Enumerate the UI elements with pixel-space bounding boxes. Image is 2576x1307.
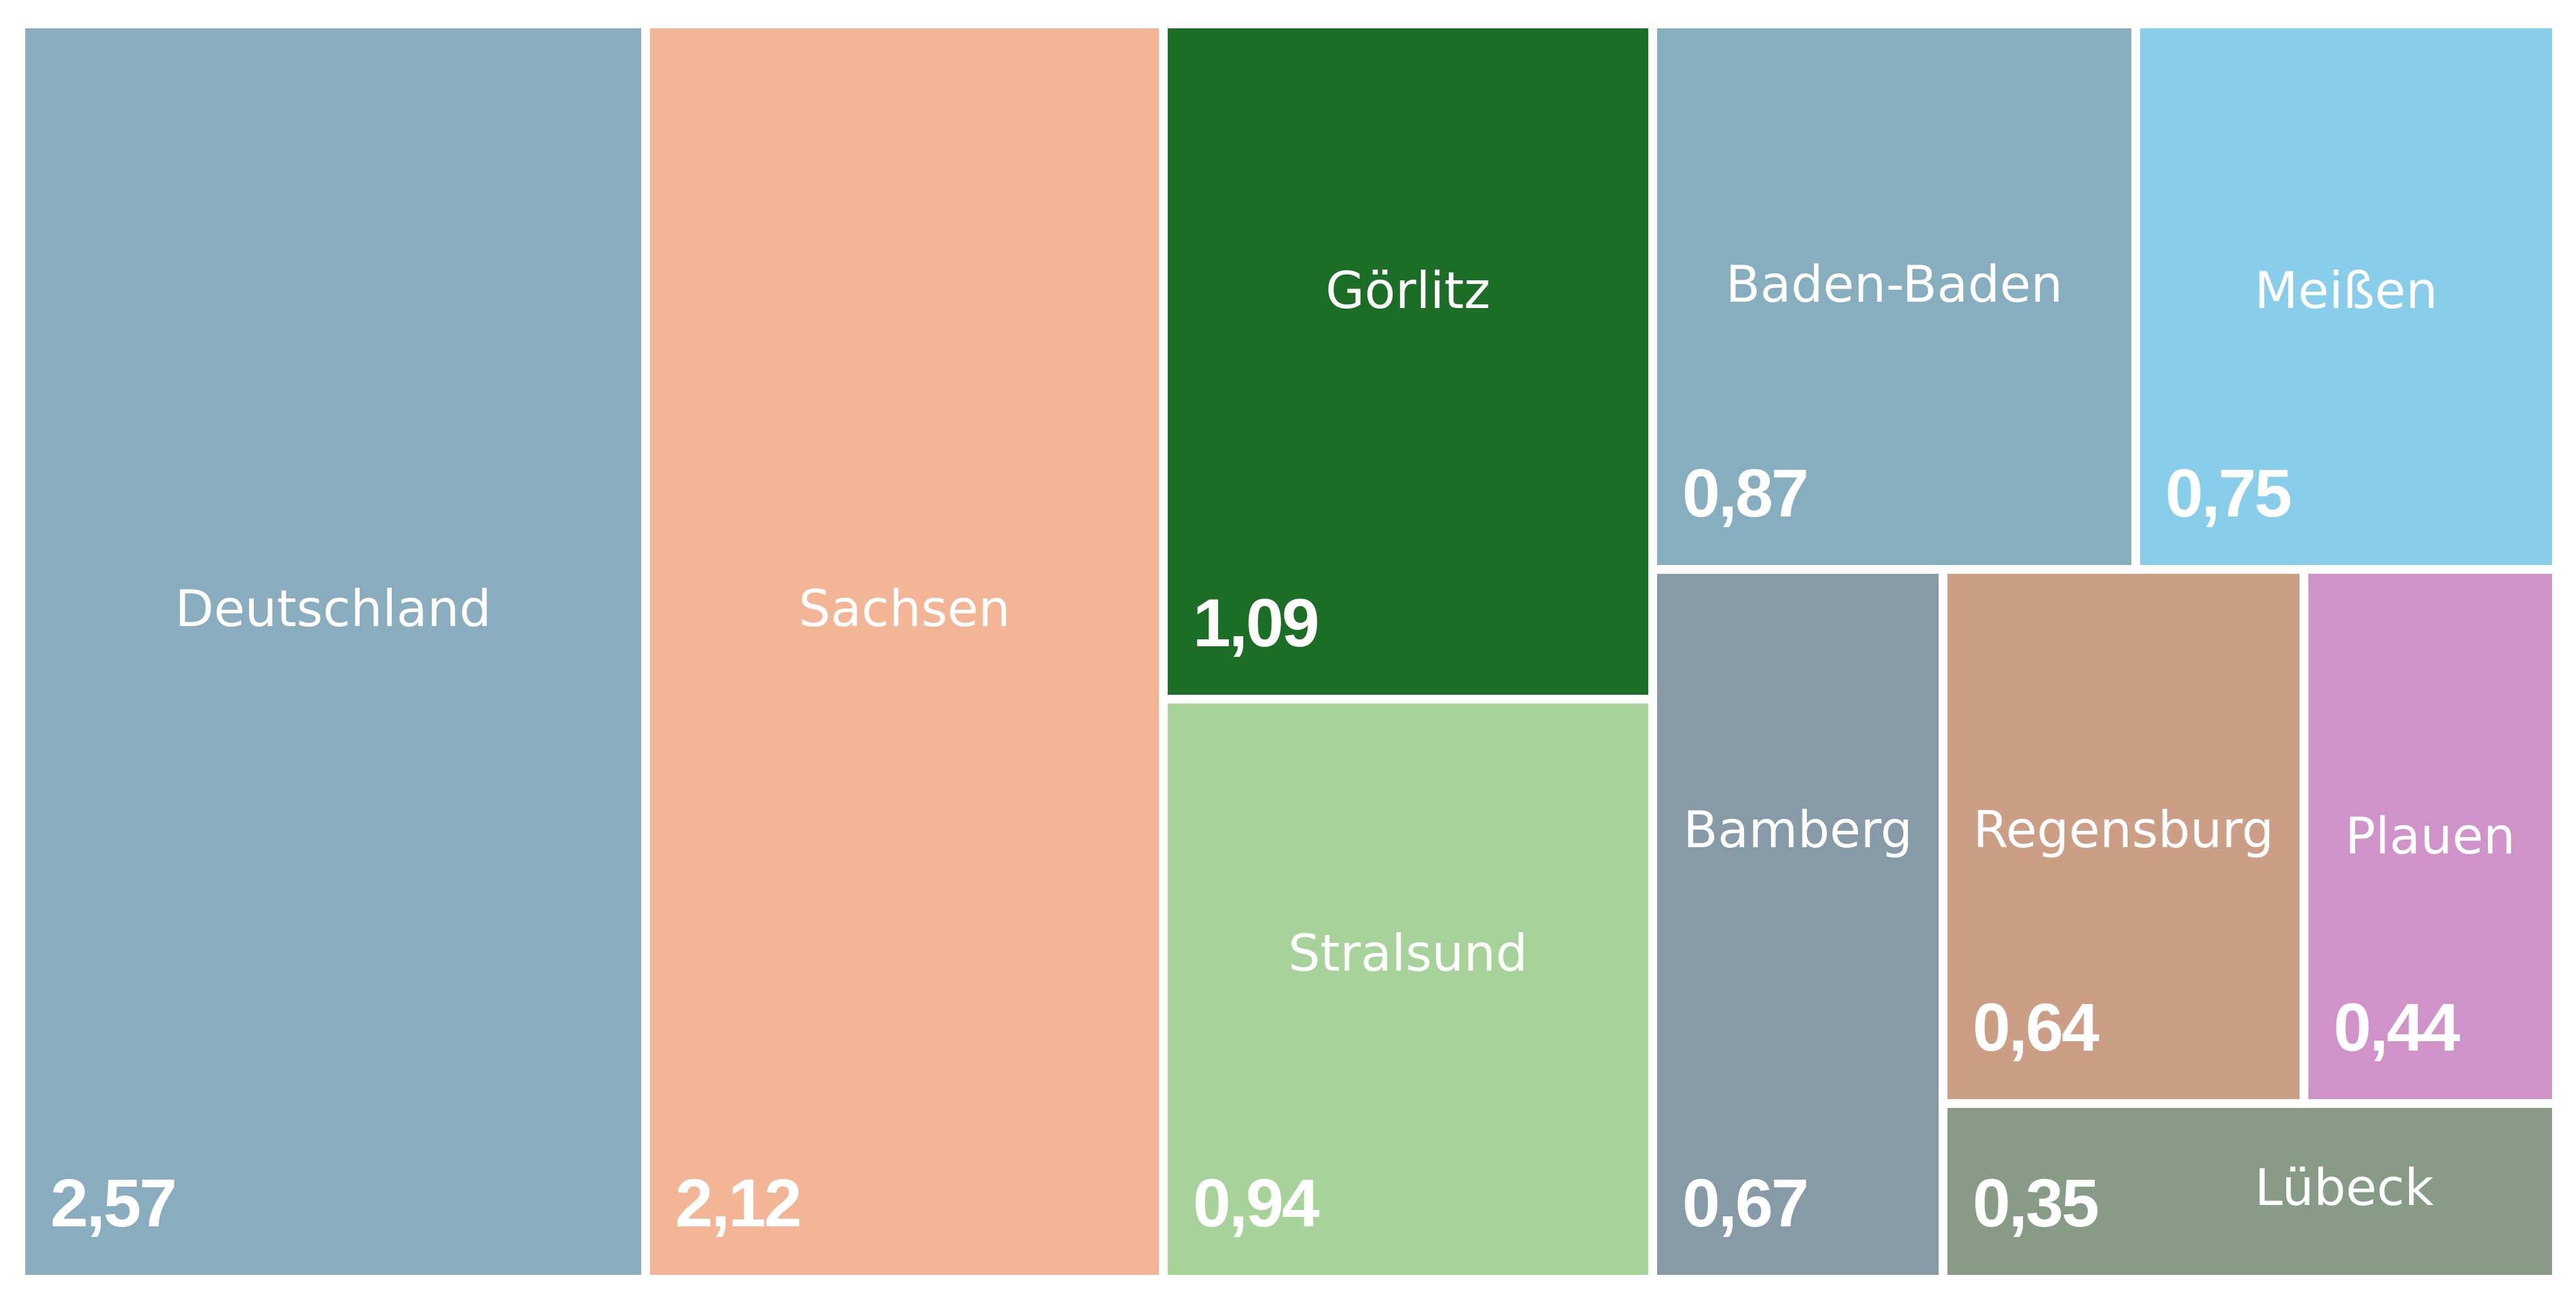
tile-value: 0,64 <box>1973 989 2099 1065</box>
tile-label: Meißen <box>2254 261 2438 320</box>
tile-sachsen: Sachsen 2,12 <box>646 24 1163 1279</box>
tile-value: 0,35 <box>1973 1165 2099 1241</box>
tile-bamberg: Bamberg 0,67 <box>1653 569 1943 1279</box>
tile-lübeck: Lübeck 0,35 <box>1943 1104 2556 1279</box>
tile-label: Plauen <box>2345 807 2516 865</box>
tile-value: 0,87 <box>1682 455 1809 531</box>
tile-deutschland: Deutschland 2,57 <box>21 24 646 1279</box>
tile-label: Stralsund <box>1288 924 1528 983</box>
tile-value: 2,57 <box>50 1165 177 1241</box>
tile-label: Görlitz <box>1325 261 1491 320</box>
tile-regensburg: Regensburg 0,64 <box>1943 569 2304 1104</box>
tile-value: 0,94 <box>1193 1165 1319 1241</box>
tile-label: Baden-Baden <box>1725 255 2063 314</box>
tile-label: Bamberg <box>1683 801 1913 859</box>
tile-value: 0,67 <box>1682 1165 1809 1241</box>
tile-label: Deutschland <box>175 579 491 638</box>
tile-value: 2,12 <box>675 1165 802 1241</box>
tile-label: Regensburg <box>1973 801 2274 859</box>
tile-value: 0,75 <box>2165 455 2292 531</box>
tile-plauen: Plauen 0,44 <box>2304 569 2556 1104</box>
tile-stralsund: Stralsund 0,94 <box>1163 699 1653 1279</box>
tile-label: Lübeck <box>2254 1158 2434 1217</box>
tile-baden-baden: Baden-Baden 0,87 <box>1653 24 2136 569</box>
tile-görlitz: Görlitz 1,09 <box>1163 24 1653 699</box>
tile-meißen: Meißen 0,75 <box>2136 24 2556 569</box>
tile-value: 1,09 <box>1193 585 1319 661</box>
tile-value: 0,44 <box>2334 989 2460 1065</box>
tile-label: Sachsen <box>798 579 1011 638</box>
